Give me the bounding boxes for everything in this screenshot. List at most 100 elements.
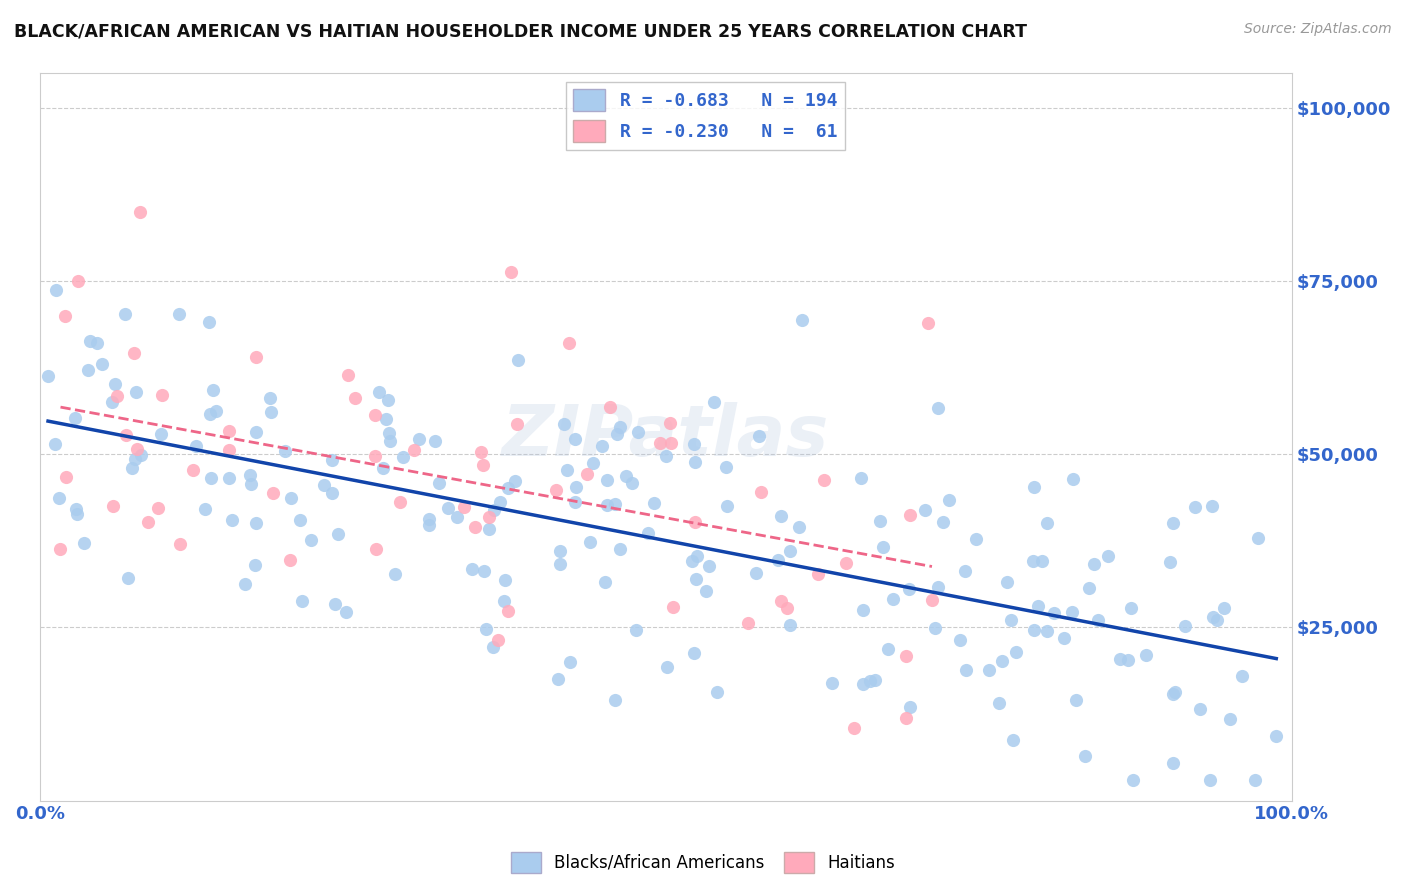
Point bbox=[650, 435, 672, 450]
Point bbox=[564, 432, 586, 446]
Point bbox=[218, 471, 240, 485]
Point bbox=[1031, 554, 1053, 568]
Point bbox=[578, 534, 600, 549]
Point bbox=[291, 593, 314, 607]
Point bbox=[877, 642, 900, 657]
Point bbox=[472, 565, 495, 579]
Point bbox=[1247, 531, 1270, 545]
Point bbox=[205, 403, 228, 417]
Point bbox=[1174, 619, 1197, 633]
Point bbox=[371, 461, 394, 475]
Point bbox=[104, 377, 127, 392]
Point bbox=[1004, 645, 1026, 659]
Point bbox=[835, 556, 858, 570]
Point bbox=[599, 400, 621, 414]
Point bbox=[49, 542, 72, 557]
Point bbox=[745, 566, 768, 580]
Point bbox=[790, 313, 813, 327]
Point bbox=[86, 336, 108, 351]
Point bbox=[852, 603, 875, 617]
Point bbox=[114, 428, 136, 442]
Point bbox=[425, 434, 447, 448]
Point bbox=[779, 544, 801, 558]
Point bbox=[1083, 558, 1105, 572]
Point bbox=[312, 478, 335, 492]
Point bbox=[377, 392, 399, 407]
Point bbox=[1000, 613, 1022, 627]
Point bbox=[558, 656, 581, 670]
Point bbox=[547, 673, 569, 687]
Point bbox=[200, 471, 222, 485]
Point bbox=[614, 468, 637, 483]
Point bbox=[620, 475, 643, 490]
Point bbox=[1053, 631, 1076, 645]
Point bbox=[766, 553, 789, 567]
Point bbox=[218, 443, 240, 458]
Point bbox=[1122, 772, 1144, 787]
Point bbox=[364, 541, 387, 556]
Point bbox=[697, 558, 720, 573]
Point bbox=[609, 419, 631, 434]
Point bbox=[662, 600, 685, 615]
Point bbox=[1164, 684, 1187, 698]
Point bbox=[65, 502, 87, 516]
Point bbox=[695, 583, 717, 598]
Point bbox=[776, 600, 799, 615]
Point bbox=[897, 582, 920, 597]
Point bbox=[898, 700, 921, 714]
Point bbox=[1202, 610, 1225, 624]
Point bbox=[478, 509, 501, 524]
Point bbox=[66, 274, 89, 288]
Point bbox=[384, 567, 406, 582]
Point bbox=[77, 363, 100, 377]
Point bbox=[657, 660, 679, 674]
Point bbox=[129, 204, 152, 219]
Point bbox=[550, 557, 572, 571]
Point bbox=[1078, 581, 1101, 595]
Point bbox=[482, 640, 505, 654]
Point bbox=[683, 455, 706, 469]
Point bbox=[546, 483, 568, 498]
Point bbox=[749, 484, 772, 499]
Point bbox=[949, 632, 972, 647]
Point bbox=[927, 401, 949, 415]
Point bbox=[453, 500, 475, 515]
Point bbox=[898, 508, 921, 522]
Point bbox=[769, 593, 792, 607]
Point bbox=[73, 536, 96, 550]
Point bbox=[550, 544, 572, 558]
Point bbox=[124, 384, 146, 399]
Point bbox=[501, 265, 523, 279]
Point bbox=[681, 554, 703, 568]
Point bbox=[184, 439, 207, 453]
Point bbox=[575, 467, 598, 481]
Point bbox=[869, 514, 891, 528]
Point bbox=[494, 573, 516, 587]
Point bbox=[239, 468, 262, 483]
Point bbox=[221, 513, 243, 527]
Text: Source: ZipAtlas.com: Source: ZipAtlas.com bbox=[1244, 22, 1392, 37]
Point bbox=[240, 476, 263, 491]
Point bbox=[488, 495, 510, 509]
Point bbox=[326, 527, 349, 541]
Point bbox=[1064, 693, 1087, 707]
Point bbox=[927, 580, 949, 594]
Legend: Blacks/African Americans, Haitians: Blacks/African Americans, Haitians bbox=[503, 846, 903, 880]
Point bbox=[555, 463, 578, 477]
Point bbox=[661, 435, 683, 450]
Point bbox=[136, 515, 159, 529]
Point bbox=[474, 622, 496, 636]
Point bbox=[706, 685, 728, 699]
Point bbox=[321, 452, 343, 467]
Point bbox=[921, 593, 943, 607]
Point bbox=[1073, 749, 1095, 764]
Point bbox=[682, 437, 704, 451]
Point bbox=[859, 673, 882, 688]
Point bbox=[685, 572, 707, 586]
Point bbox=[197, 315, 219, 329]
Point bbox=[1189, 702, 1212, 716]
Legend: R = -0.683   N = 194, R = -0.230   N =  61: R = -0.683 N = 194, R = -0.230 N = 61 bbox=[565, 82, 845, 150]
Point bbox=[1087, 614, 1109, 628]
Point bbox=[924, 621, 946, 635]
Point bbox=[274, 444, 297, 458]
